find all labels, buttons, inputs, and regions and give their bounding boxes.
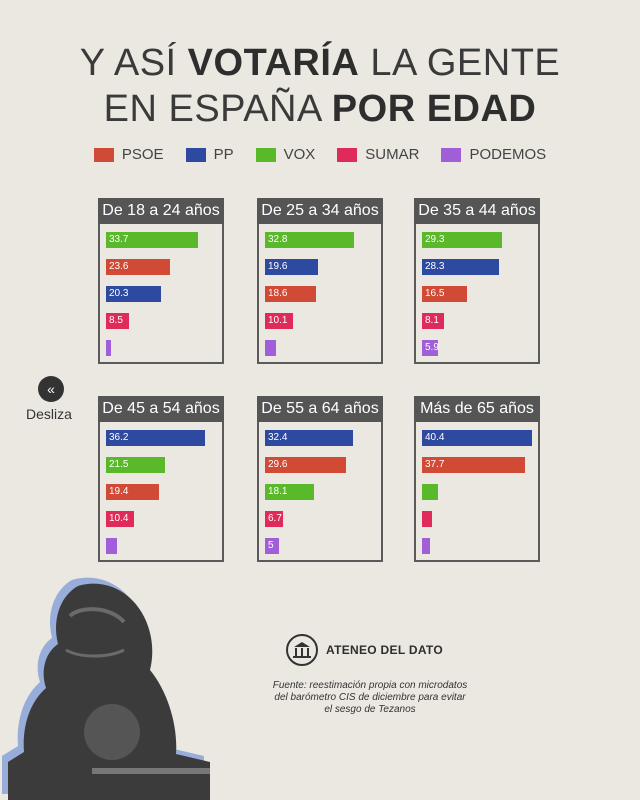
bar-vox: 33.7	[106, 232, 198, 248]
legend-item-vox: VOX	[255, 146, 316, 163]
panel-title: De 35 a 44 años	[414, 198, 540, 224]
bar-pp: 20.3	[106, 286, 161, 302]
bar-pp: 36.2	[106, 430, 205, 446]
bar-value-label: 18.6	[268, 288, 288, 299]
chart-panel: De 45 a 54 años 36.2 21.5 19.4 10.4	[98, 396, 224, 562]
double-chevron-left-icon: «	[47, 381, 55, 397]
bar-podemos	[422, 538, 430, 554]
page-title: Y ASÍ VOTARÍA LA GENTE EN ESPAÑA POR EDA…	[79, 42, 561, 130]
bar-podemos: 5.9	[422, 340, 439, 356]
slide-button[interactable]: «	[38, 376, 64, 402]
bar-value-label: 29.3	[425, 234, 445, 245]
bar-value-label: 6.7	[268, 513, 282, 524]
brand: ATENEO DEL DATO	[286, 634, 443, 666]
bar-podemos	[265, 340, 276, 356]
bar-value-label: 32.8	[268, 234, 288, 245]
legend-label: VOX	[283, 146, 316, 163]
bar-sumar: 10.4	[106, 511, 134, 527]
chart-panel: De 18 a 24 años 33.7 23.6 20.3 8.5	[98, 198, 224, 364]
bar-psoe: 18.6	[265, 286, 316, 302]
bar-psoe: 19.4	[106, 484, 159, 500]
slide-label: Desliza	[26, 406, 72, 422]
legend-item-sumar: SUMAR	[337, 146, 419, 163]
bar-pp: 40.4	[422, 430, 532, 446]
bar-value-label: 10.1	[268, 315, 288, 326]
legend-swatch	[93, 147, 114, 162]
bar-sumar	[422, 511, 432, 527]
bar-vox: 32.8	[265, 232, 354, 248]
chart-panel: Más de 65 años 40.4 37.7	[414, 396, 540, 562]
panel-title: De 45 a 54 años	[98, 396, 224, 422]
legend-label: PODEMOS	[469, 146, 547, 163]
bar-value-label: 20.3	[109, 288, 129, 299]
bar-vox: 29.3	[422, 232, 502, 248]
bar-podemos	[106, 538, 117, 554]
bar-value-label: 19.6	[268, 261, 288, 272]
legend-label: SUMAR	[365, 146, 420, 163]
chart-panel: De 35 a 44 años 29.3 28.3 16.5 8.1 5.9	[414, 198, 540, 364]
bar-value-label: 37.7	[425, 459, 445, 470]
panel-title: De 18 a 24 años	[98, 198, 224, 224]
bar-value-label: 23.6	[109, 261, 129, 272]
bar-podemos: 5	[265, 538, 279, 554]
bar-psoe: 23.6	[106, 259, 170, 275]
bar-pp: 32.4	[265, 430, 353, 446]
legend: PSOE PP VOX SUMAR PODEMOS	[0, 146, 640, 163]
bar-sumar: 8.1	[422, 313, 444, 329]
bar-value-label: 21.5	[109, 459, 129, 470]
bar-value-label: 40.4	[425, 432, 445, 443]
bar-value-label: 36.2	[109, 432, 129, 443]
bar-psoe: 37.7	[422, 457, 525, 473]
brand-name: ATENEO DEL DATO	[326, 643, 443, 657]
bar-value-label: 29.6	[268, 459, 288, 470]
bar-podemos	[106, 340, 111, 356]
bar-sumar: 6.7	[265, 511, 283, 527]
legend-item-psoe: PSOE	[93, 146, 164, 163]
bar-value-label: 16.5	[425, 288, 445, 299]
legend-label: PSOE	[121, 146, 164, 163]
legend-swatch	[441, 147, 462, 162]
bar-value-label: 10.4	[109, 513, 129, 524]
bar-sumar: 8.5	[106, 313, 129, 329]
building-icon	[286, 634, 318, 666]
source-note: Fuente: reestimación propia con microdat…	[272, 680, 468, 715]
legend-label: PP	[213, 146, 234, 163]
legend-swatch	[337, 147, 358, 162]
bar-vox	[422, 484, 438, 500]
panel-title: De 55 a 64 años	[257, 396, 383, 422]
chart-panel: De 25 a 34 años 32.8 19.6 18.6 10.1	[257, 198, 383, 364]
bar-psoe: 29.6	[265, 457, 346, 473]
bar-psoe: 16.5	[422, 286, 467, 302]
bar-value-label: 5	[268, 540, 274, 551]
bar-value-label: 8.5	[109, 315, 123, 326]
legend-swatch	[185, 147, 206, 162]
bar-value-label: 19.4	[109, 486, 129, 497]
chart-panel: De 55 a 64 años 32.4 29.6 18.1 6.7 5	[257, 396, 383, 562]
legend-swatch	[255, 147, 276, 162]
bar-value-label: 5.9	[425, 342, 439, 353]
panel-title: Más de 65 años	[414, 396, 540, 422]
bar-sumar: 10.1	[265, 313, 293, 329]
panel-title: De 25 a 34 años	[257, 198, 383, 224]
bar-pp: 28.3	[422, 259, 499, 275]
bar-value-label: 28.3	[425, 261, 445, 272]
legend-item-podemos: PODEMOS	[441, 146, 546, 163]
bar-value-label: 33.7	[109, 234, 129, 245]
bar-vox: 21.5	[106, 457, 165, 473]
bar-value-label: 8.1	[425, 315, 439, 326]
bar-value-label: 18.1	[268, 486, 288, 497]
bar-pp: 19.6	[265, 259, 318, 275]
bar-value-label: 32.4	[268, 432, 288, 443]
lion-statue	[2, 577, 210, 800]
legend-item-pp: PP	[185, 146, 234, 163]
bar-vox: 18.1	[265, 484, 314, 500]
